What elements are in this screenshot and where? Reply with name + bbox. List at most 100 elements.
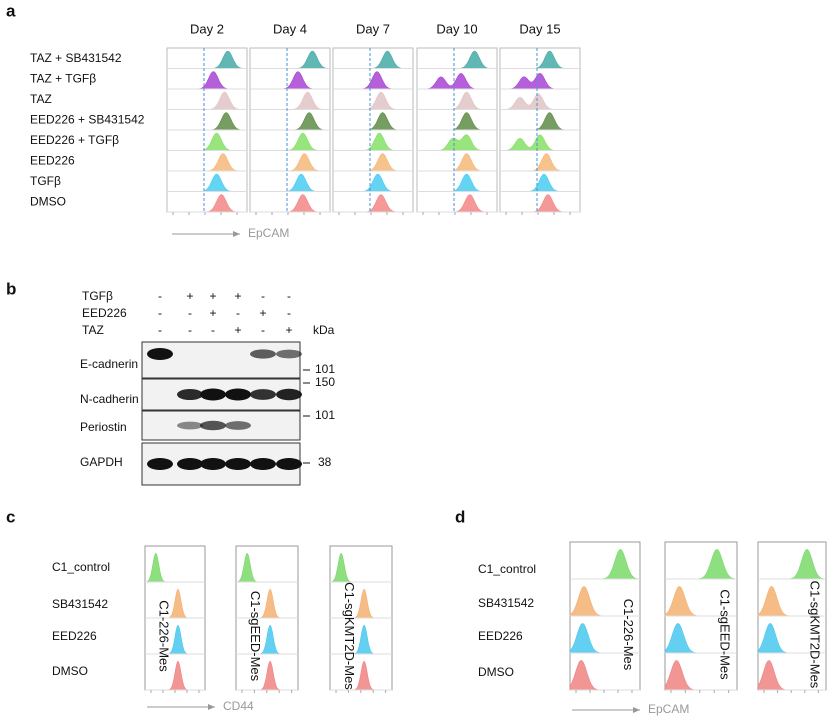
treatment-sign: - [287,289,291,303]
day-header: Day 2 [190,21,224,36]
histogram [333,173,413,192]
histogram [333,91,413,110]
histogram [417,72,497,90]
band [177,458,203,470]
protein-label: E-cadnerin [80,357,138,371]
histogram [757,549,827,580]
arrow-head [233,231,240,237]
treatment-label: EED226 [82,306,127,320]
band [200,420,226,431]
histogram [333,50,413,69]
histogram [236,660,298,691]
band [250,349,276,359]
band [147,458,173,470]
sample-label: C1-sgEED-Mes [248,591,263,682]
histogram [330,660,392,691]
histogram [417,134,497,151]
band [177,388,203,401]
day-header: Day 4 [273,21,307,36]
row-label: DMSO [478,665,514,679]
histogram [500,72,580,90]
histogram [144,552,205,583]
panel-label: c [6,507,15,526]
arrow-head [208,704,215,710]
row-label: TAZ + TGFβ [30,72,96,86]
treatment-sign: - [261,289,265,303]
band [225,421,251,430]
marker-label: 101 [315,408,335,422]
treatment-sign: + [259,306,266,320]
histogram [145,660,205,691]
histogram [500,50,580,69]
panel-label: a [6,1,16,20]
blot [141,410,301,441]
treatment-sign: - [211,323,215,337]
histogram [250,194,330,213]
row-label: EED226 [30,154,75,168]
histogram [167,173,247,192]
histogram [500,112,580,131]
treatment-label: TAZ [82,323,104,337]
histogram [167,194,247,213]
histogram [500,173,580,192]
row-label: SB431542 [52,597,108,611]
band [225,458,251,470]
day-header: Day 10 [436,21,477,36]
arrow-head [633,707,640,713]
sample-label: C1-226-Mes [621,599,636,671]
histogram [417,173,497,192]
treatment-sign: + [234,323,241,337]
sample-label: C1-sgKMT2D-Mes [807,581,822,689]
histogram [333,71,413,90]
marker-label: 38 [318,455,332,469]
band [225,388,251,401]
band [147,348,173,360]
treatment-sign: - [188,306,192,320]
histogram [236,588,298,619]
axis-label: EpCAM [648,702,689,716]
histogram [500,93,580,110]
histogram [329,552,392,583]
row-label: SB431542 [478,596,534,610]
treatment-sign: - [158,289,162,303]
histogram [167,91,247,110]
band [276,388,302,401]
marker-label: 150 [315,375,335,389]
histogram [145,588,205,619]
histogram [167,71,247,90]
sample-label: C1-sgKMT2D-Mes [342,582,357,690]
histogram [417,194,497,213]
unit-label: kDa [313,323,335,337]
histogram [167,112,247,131]
row-label: EED226 + TGFβ [30,133,119,147]
sample-label: C1-sgEED-Mes [718,589,733,680]
row-label: C1_control [52,560,110,574]
treatment-sign: + [209,306,216,320]
histogram [333,194,413,213]
histogram [167,132,247,151]
histogram [417,153,497,172]
protein-label: GAPDH [80,455,123,469]
histogram [333,153,413,172]
histogram [417,50,497,69]
treatment-label: TGFβ [82,289,113,303]
protein-label: N-cadherin [80,392,139,406]
histogram [417,112,497,131]
band [200,388,226,401]
histogram [330,588,392,619]
histogram [250,173,330,192]
treatment-sign: - [158,323,162,337]
treatment-sign: + [186,289,193,303]
row-label: TGFβ [30,174,61,188]
histogram [145,624,205,655]
row-label: EED226 [52,629,97,643]
histogram [250,112,330,131]
treatment-sign: - [188,323,192,337]
treatment-sign: - [287,306,291,320]
day-header: Day 7 [356,21,390,36]
histogram [664,549,738,580]
band [250,458,276,470]
histogram [500,134,580,151]
histogram [330,624,392,655]
